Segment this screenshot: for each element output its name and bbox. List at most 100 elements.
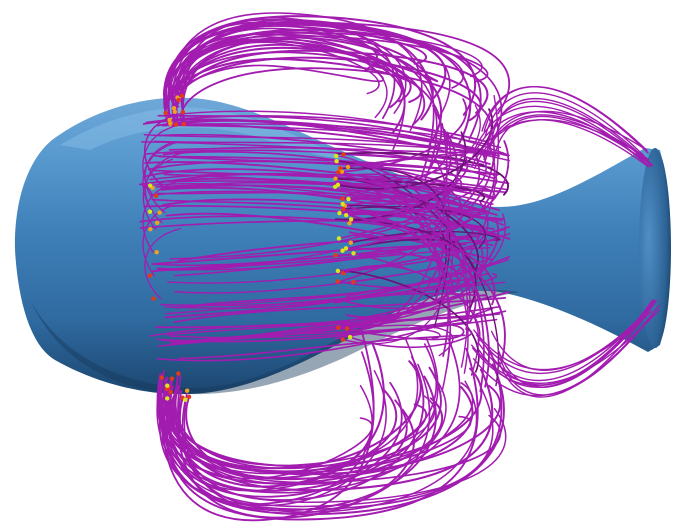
- seed-point: [351, 251, 356, 256]
- seed-point: [147, 273, 153, 278]
- seed-point: [154, 249, 159, 255]
- streamline: [348, 150, 487, 225]
- seed-point: [153, 193, 159, 198]
- streamline: [144, 141, 174, 214]
- streamline: [165, 281, 506, 315]
- seed-point: [171, 105, 177, 111]
- seed-point: [335, 268, 341, 274]
- streamline: [484, 92, 645, 156]
- seed-point: [169, 376, 175, 381]
- streamline: [145, 115, 490, 143]
- streamline: [342, 153, 498, 189]
- streamline: [334, 292, 487, 304]
- seed-point: [335, 279, 340, 284]
- streamline: [163, 22, 465, 108]
- streamline: [180, 35, 489, 114]
- seed-point: [338, 165, 343, 171]
- seed-point: [336, 236, 342, 241]
- seed-point: [335, 182, 341, 188]
- streamline: [142, 181, 177, 253]
- seed-point: [154, 220, 160, 226]
- seed-point: [336, 325, 341, 330]
- streamline: [174, 337, 439, 481]
- seed-point: [179, 93, 185, 99]
- streamline: [351, 215, 506, 365]
- seed-point: [336, 169, 341, 175]
- streamline: [350, 218, 451, 393]
- streamline: [163, 38, 426, 126]
- streamline: [181, 36, 443, 146]
- streamline: [493, 115, 653, 167]
- streamline: [345, 247, 477, 324]
- streamline: [169, 318, 498, 339]
- streamline: [156, 307, 494, 362]
- seed-point: [147, 183, 153, 188]
- streamline: [165, 347, 479, 521]
- streamline: [341, 151, 481, 252]
- streamline: [483, 110, 648, 161]
- streamline: [486, 100, 653, 167]
- streamline: [481, 86, 649, 154]
- seed-point: [340, 196, 345, 201]
- streamline: [349, 208, 485, 217]
- streamline: [164, 25, 428, 109]
- body-highlight: [60, 107, 345, 159]
- streamline: [346, 216, 499, 318]
- seed-point: [157, 210, 162, 215]
- seed-point: [334, 153, 339, 159]
- streamline: [179, 43, 412, 103]
- streamline: [346, 182, 496, 200]
- seed-point: [168, 389, 173, 395]
- streamline: [338, 152, 447, 240]
- streamline: [177, 334, 466, 360]
- streamline: [472, 304, 660, 397]
- seed-point: [183, 397, 188, 403]
- streamline: [165, 51, 443, 170]
- streamline: [337, 228, 457, 272]
- seed-point: [176, 97, 181, 103]
- streamline: [179, 41, 380, 101]
- streamline: [144, 168, 501, 211]
- streamline: [342, 205, 486, 248]
- streamline: [144, 152, 185, 224]
- streamline: [168, 376, 502, 484]
- seed-point: [148, 227, 153, 232]
- streamline: [346, 324, 454, 357]
- seed-point: [180, 109, 186, 115]
- streamline: [471, 309, 660, 385]
- streamline: [165, 119, 488, 153]
- streamline: [175, 56, 482, 122]
- streamline: [490, 303, 655, 371]
- seed-point: [165, 383, 170, 388]
- seed-point: [343, 246, 349, 251]
- streamline: [142, 205, 173, 277]
- streamline: [142, 141, 180, 213]
- streamline: [144, 228, 181, 300]
- seed-point: [184, 388, 190, 393]
- streamline: [176, 23, 447, 102]
- streamline: [350, 230, 501, 244]
- seed-point: [344, 326, 350, 331]
- streamline: [144, 114, 175, 187]
- seed-point: [173, 122, 179, 127]
- streamline: [350, 104, 481, 182]
- seed-point: [168, 121, 173, 126]
- streamline: [161, 331, 375, 522]
- seed-point: [348, 240, 353, 245]
- seed-point: [347, 221, 352, 226]
- streamline: [177, 389, 416, 519]
- seed-point: [351, 279, 356, 285]
- streamline: [149, 313, 501, 337]
- seed-point: [345, 164, 351, 170]
- streamline: [157, 114, 485, 154]
- streamline-bundle: [139, 12, 660, 522]
- seed-point: [346, 196, 351, 202]
- streamline: [473, 105, 650, 168]
- seed-point: [340, 201, 345, 207]
- streamline: [165, 212, 494, 261]
- seed-point: [186, 394, 192, 400]
- seed-points: [147, 93, 356, 403]
- streamline: [147, 160, 510, 185]
- streamline: [337, 131, 459, 216]
